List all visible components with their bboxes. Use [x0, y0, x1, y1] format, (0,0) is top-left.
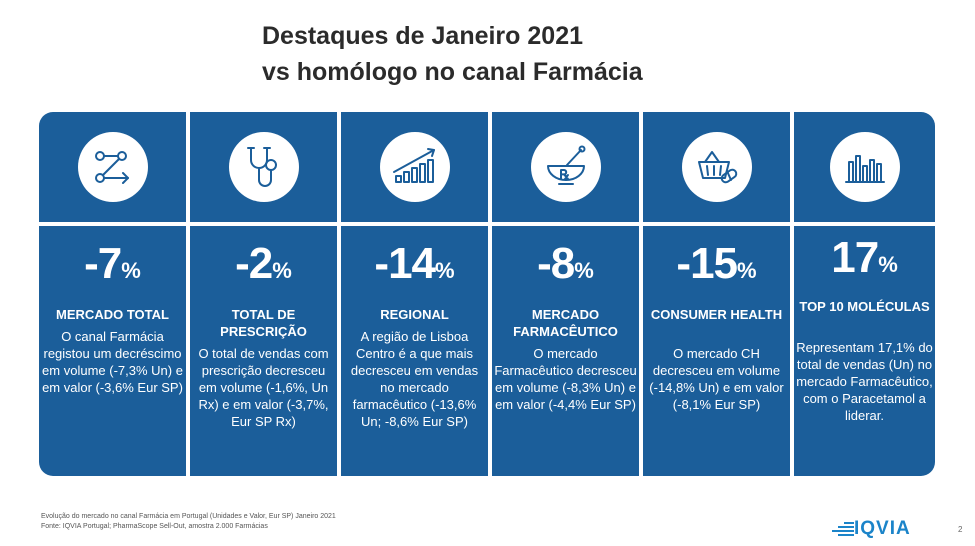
stat-value: 17%: [831, 233, 898, 282]
column-divider: [186, 112, 190, 476]
stat-value: -15%: [676, 239, 757, 288]
stat-description: O mercado Farmacêutico decresceu em volu…: [494, 346, 637, 412]
highlight-top-10-moleculas: 17% TOP 10 MOLÉCULAS Representam 17,1% d…: [794, 112, 935, 476]
footer-line-2: Fonte: IQVIA Portugal; PharmaScope Sell-…: [41, 523, 268, 530]
highlight-consumer-health: -15% CONSUMER HEALTH O mercado CH decres…: [643, 112, 790, 476]
highlight-total-prescricao: -2% TOTAL DE PRESCRIÇÃO O total de venda…: [190, 112, 337, 476]
title-line-1: Destaques de Janeiro 2021: [262, 22, 583, 50]
title-line-2: vs homólogo no canal Farmácia: [262, 58, 643, 86]
row-divider: [39, 222, 935, 226]
stat-value: -7%: [84, 239, 141, 288]
highlight-mercado-farmaceutico: -8% MERCADO FARMACÊUTICO O mercado Farma…: [492, 112, 639, 476]
network-arrow-icon: [77, 132, 148, 202]
stat-description: Representam 17,1% do total de vendas (Un…: [796, 340, 933, 423]
footer-source: Evolução do mercado no canal Farmácia em…: [41, 512, 336, 532]
mortar-pestle-rx-icon: [530, 132, 601, 202]
stat-value: -8%: [537, 239, 594, 288]
footer-line-1: Evolução do mercado no canal Farmácia em…: [41, 513, 336, 520]
logo-text: IQVIA: [854, 518, 911, 539]
stat-description: O mercado CH decresceu em volume (-14,8%…: [649, 346, 784, 412]
column-divider: [790, 112, 794, 476]
stat-heading: REGIONAL: [380, 307, 449, 322]
highlight-mercado-total: -7% MERCADO TOTAL O canal Farmácia regis…: [39, 112, 186, 476]
stat-heading: TOTAL DE PRESCRIÇÃO: [220, 307, 307, 339]
column-divider: [337, 112, 341, 476]
basket-pill-icon: [681, 132, 752, 202]
stat-value: -2%: [235, 239, 292, 288]
growth-chart-icon: [379, 132, 450, 202]
stat-heading: CONSUMER HEALTH: [650, 307, 783, 322]
stat-heading: MERCADO TOTAL: [56, 307, 169, 322]
bar-chart-icon: [829, 132, 900, 202]
stat-heading: TOP 10 MOLÉCULAS: [799, 299, 930, 314]
stethoscope-icon: [228, 132, 299, 202]
stat-value: -14%: [374, 239, 455, 288]
stat-description: O total de vendas com prescrição decresc…: [198, 346, 329, 429]
stat-description: A região de Lisboa Centro é a que mais d…: [350, 329, 479, 429]
slide-title: Destaques de Janeiro 2021 vs homólogo no…: [262, 18, 822, 90]
column-divider: [488, 112, 492, 476]
highlight-regional: -14% REGIONAL A região de Lisboa Centro …: [341, 112, 488, 476]
page-number: 2: [958, 525, 963, 534]
column-divider: [639, 112, 643, 476]
stat-heading: MERCADO FARMACÊUTICO: [513, 307, 618, 339]
iqvia-logo: IQVIA: [830, 519, 930, 539]
stat-description: O canal Farmácia registou um decréscimo …: [42, 329, 183, 395]
highlights-panel: -7% MERCADO TOTAL O canal Farmácia regis…: [39, 112, 935, 476]
logo-lines-icon: [830, 522, 854, 538]
